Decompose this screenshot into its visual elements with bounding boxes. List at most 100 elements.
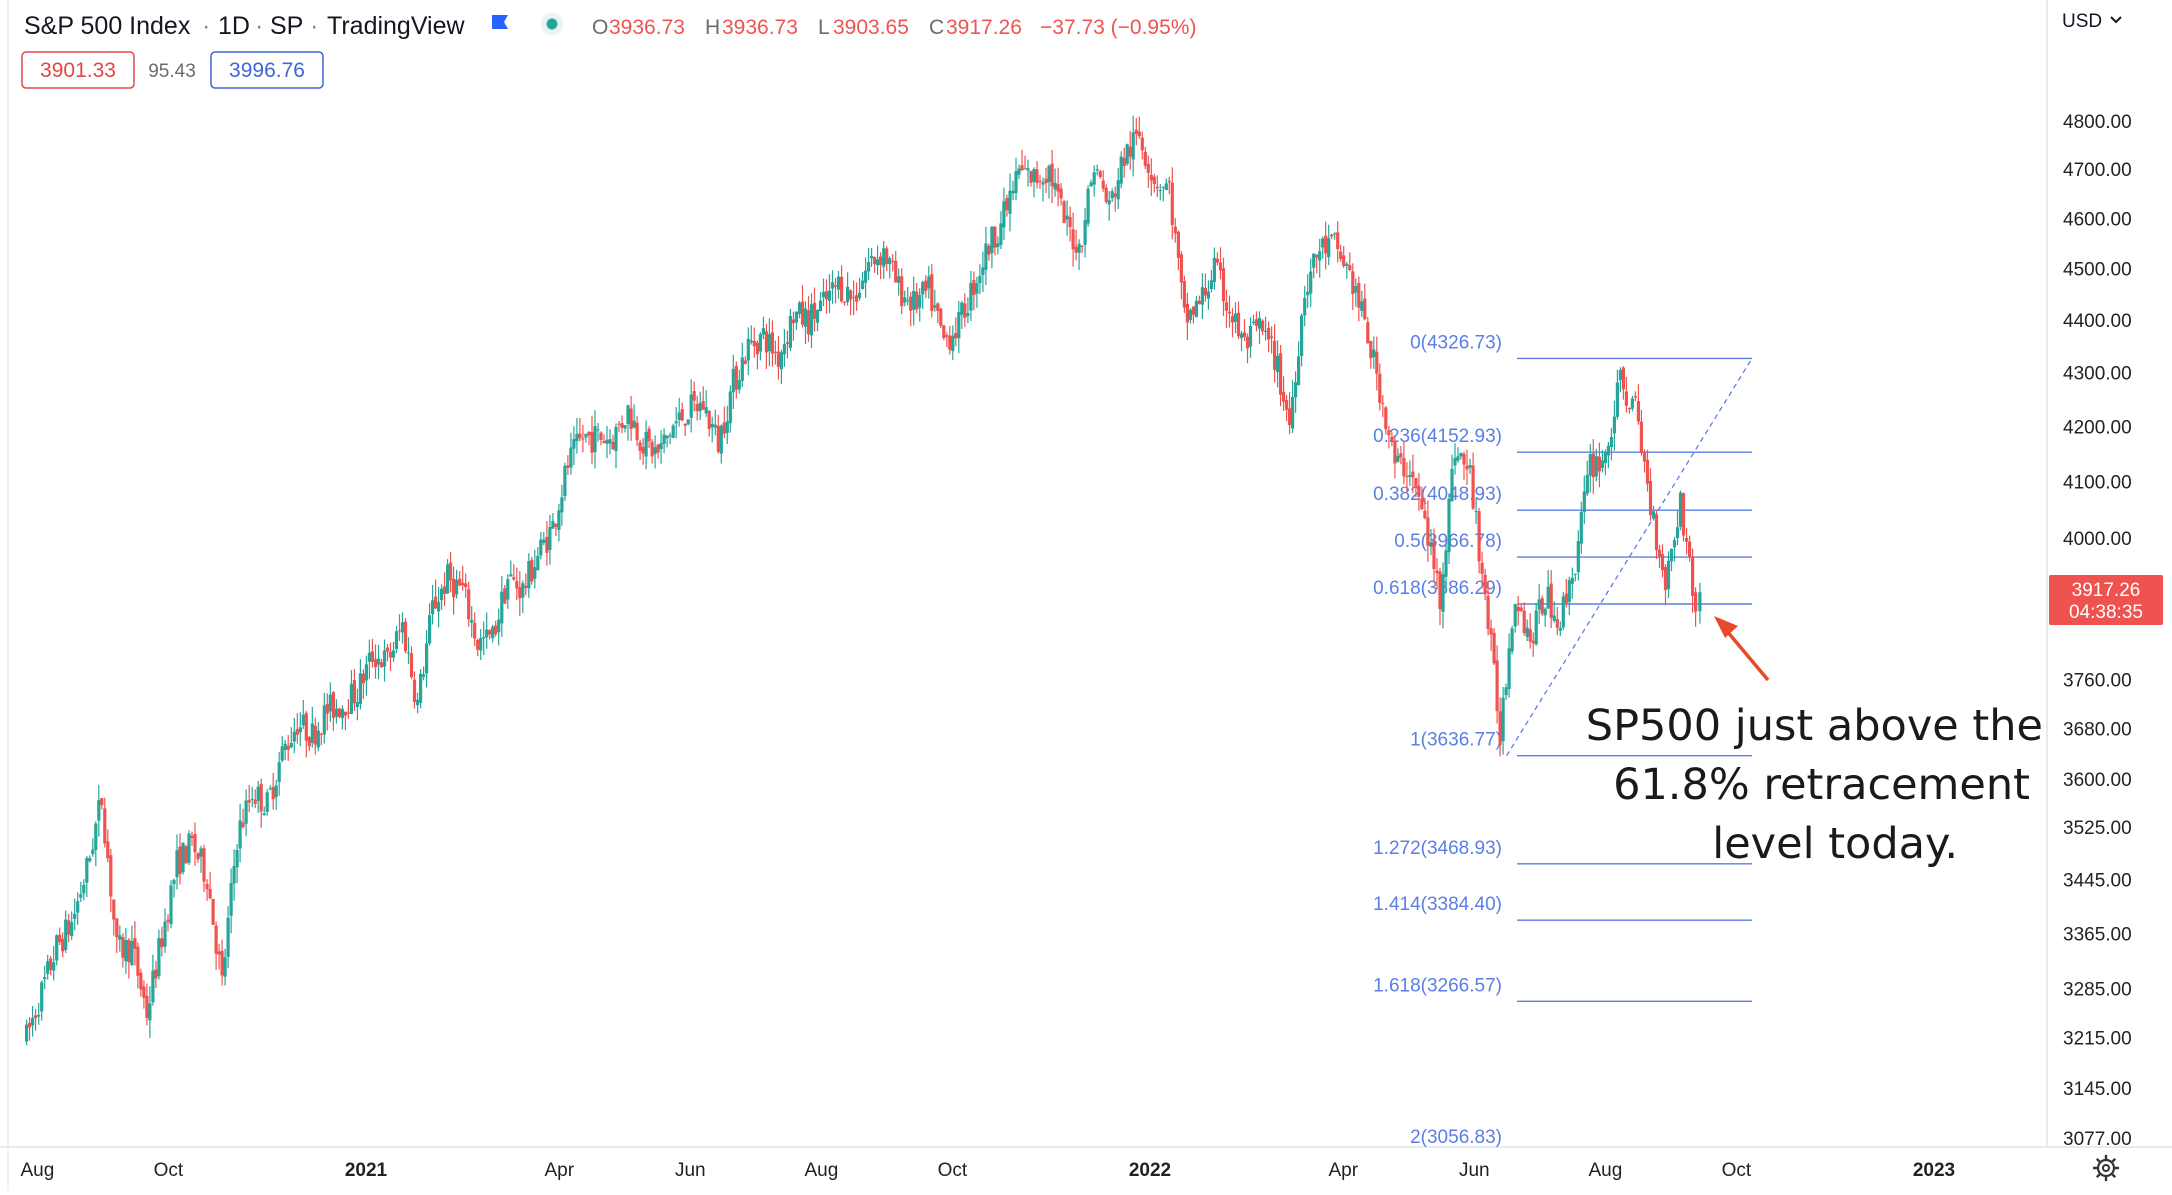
candle <box>1038 174 1042 189</box>
candle <box>812 287 817 332</box>
market-status-icon[interactable] <box>541 13 563 35</box>
fib-level-label-1.414: 1.414(3384.40) <box>1373 894 1502 915</box>
candle <box>599 431 603 446</box>
candle <box>1543 607 1547 627</box>
time-tick-0: Aug <box>20 1160 54 1181</box>
candle <box>963 293 967 328</box>
candle <box>864 257 868 298</box>
candle <box>85 856 89 898</box>
candle <box>882 241 886 279</box>
candle <box>274 779 278 810</box>
candle <box>403 618 408 654</box>
candle <box>617 421 621 432</box>
candle <box>915 283 919 314</box>
candle <box>1408 460 1412 486</box>
candle <box>148 986 152 1038</box>
candle <box>572 426 576 466</box>
settings-gear-icon[interactable] <box>2093 1155 2119 1181</box>
candle <box>900 268 904 315</box>
candle <box>1414 477 1418 498</box>
fib-level-label-0: 0(4326.73) <box>1410 332 1502 353</box>
candle <box>1666 551 1671 599</box>
candle <box>319 732 323 746</box>
candle <box>1221 257 1226 316</box>
currency-selector[interactable]: USD <box>2062 11 2102 32</box>
candle <box>112 899 116 936</box>
flag-icon[interactable] <box>492 15 508 29</box>
symbol-title[interactable]: S&P 500 Index <box>24 12 191 40</box>
candle <box>1035 161 1039 189</box>
candle <box>73 898 77 931</box>
candle <box>94 821 98 867</box>
candle <box>1510 625 1514 655</box>
candle <box>271 772 275 810</box>
candle <box>118 925 122 952</box>
candle <box>455 569 459 599</box>
candle <box>316 722 320 752</box>
price-tick-0: 4800.00 <box>2063 112 2132 133</box>
candle <box>665 435 669 448</box>
interval-label[interactable]: 1D <box>218 12 250 40</box>
candle <box>506 574 510 609</box>
price-tick-16: 3215.00 <box>2063 1029 2132 1050</box>
candle <box>1254 311 1259 332</box>
candle <box>115 918 119 953</box>
candle <box>776 336 780 380</box>
candle <box>1071 212 1075 267</box>
candle <box>1489 619 1493 652</box>
time-axis[interactable]: Aug Oct 2021 Apr Jun Aug Oct 2022 Apr Jun Aug Oct 20… <box>20 1160 1955 1181</box>
candle <box>1648 468 1653 521</box>
annotation[interactable]: SP500 just above the 61.8% retracement l… <box>1586 616 2043 869</box>
price-axis[interactable]: 4800.00 4700.00 4600.00 4500.00 4400.00 4300.… <box>2063 112 2132 1150</box>
candle <box>1597 442 1601 488</box>
candle <box>975 276 979 308</box>
candle <box>283 740 287 761</box>
exchange-label: SP <box>270 12 303 40</box>
bid-box[interactable] <box>21 51 135 89</box>
ask-box[interactable] <box>210 51 324 89</box>
candle <box>1435 558 1439 590</box>
candle <box>1110 188 1114 202</box>
candle <box>1191 306 1195 324</box>
price-tick-3: 4500.00 <box>2063 260 2132 281</box>
candle <box>1357 276 1361 322</box>
candle <box>1609 428 1613 461</box>
candle <box>367 639 371 679</box>
bid-ask-row: 3901.33 95.43 3996.76 <box>21 51 324 89</box>
candle <box>554 523 558 536</box>
ohlc-l-value: 3903.65 <box>833 16 909 39</box>
fibonacci-retracement[interactable]: 0(4326.73)0.236(4152.93)0.382(4048.93)0.… <box>1373 332 1753 1148</box>
candle <box>491 624 495 643</box>
header-sep-3: · <box>310 12 318 40</box>
candle <box>939 308 943 328</box>
candle <box>1402 441 1406 485</box>
candle <box>1242 318 1247 341</box>
candle <box>412 671 417 709</box>
ask-value: 3996.76 <box>229 59 305 82</box>
candle <box>443 572 447 606</box>
candle <box>1209 269 1213 293</box>
candlestick-series[interactable] <box>25 115 1702 1046</box>
candle <box>1657 544 1662 568</box>
candle <box>452 566 456 615</box>
candle <box>870 247 874 267</box>
candle <box>1182 275 1186 313</box>
candle <box>1236 301 1241 340</box>
candle <box>662 428 666 454</box>
candle <box>295 713 299 744</box>
price-tick-5: 4300.00 <box>2063 364 2132 385</box>
candle <box>888 256 892 279</box>
candle <box>548 515 552 565</box>
candle <box>861 271 865 290</box>
candle <box>292 717 296 754</box>
candle <box>800 285 805 328</box>
candle <box>461 565 465 591</box>
candle <box>674 407 678 439</box>
candle <box>1465 449 1469 486</box>
candle <box>626 404 630 441</box>
candle <box>497 608 501 646</box>
candle <box>163 908 167 954</box>
fib-trend-line[interactable] <box>1506 358 1753 757</box>
